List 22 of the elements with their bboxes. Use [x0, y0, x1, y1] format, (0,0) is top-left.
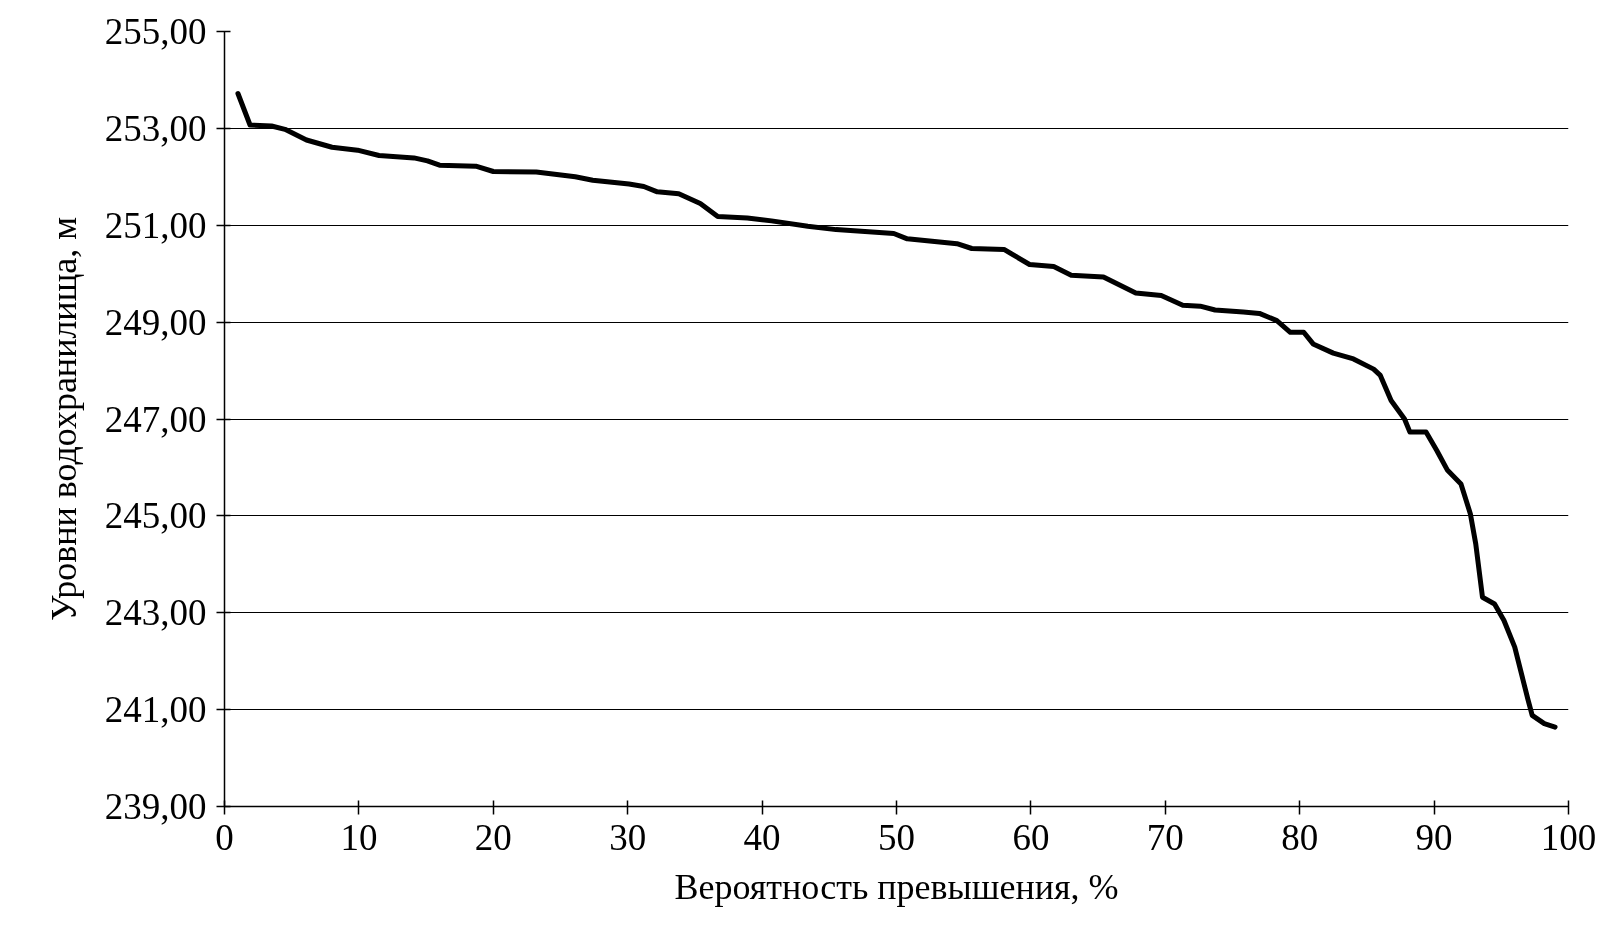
x-tick-label: 100 [1540, 816, 1597, 858]
y-tick-label: 239,00 [104, 786, 207, 827]
y-axis-title: Уровни водохранилища, м [43, 216, 84, 622]
y-tick-label: 245,00 [104, 495, 207, 537]
x-tick-label: 60 [1012, 816, 1050, 858]
x-tick-label: 0 [215, 816, 234, 858]
y-tick-label: 249,00 [104, 301, 207, 343]
x-tick-label: 50 [878, 816, 915, 858]
y-tick-label: 243,00 [104, 592, 207, 634]
x-axis-title: Вероятность превышения, % [674, 866, 1119, 907]
y-tick-label: 255,00 [104, 11, 207, 52]
x-tick-label: 30 [609, 816, 647, 858]
y-tick-label: 251,00 [104, 204, 207, 246]
y-tick-label: 247,00 [104, 398, 207, 440]
x-tick-label: 90 [1415, 816, 1453, 858]
x-tick-label: 20 [474, 816, 512, 858]
x-tick-label: 80 [1281, 816, 1319, 858]
x-tick-label: 40 [743, 816, 781, 858]
y-tick-label: 241,00 [104, 689, 207, 731]
x-tick-label: 70 [1146, 816, 1184, 858]
y-tick-label: 253,00 [104, 107, 207, 149]
x-tick-label: 10 [340, 816, 378, 858]
